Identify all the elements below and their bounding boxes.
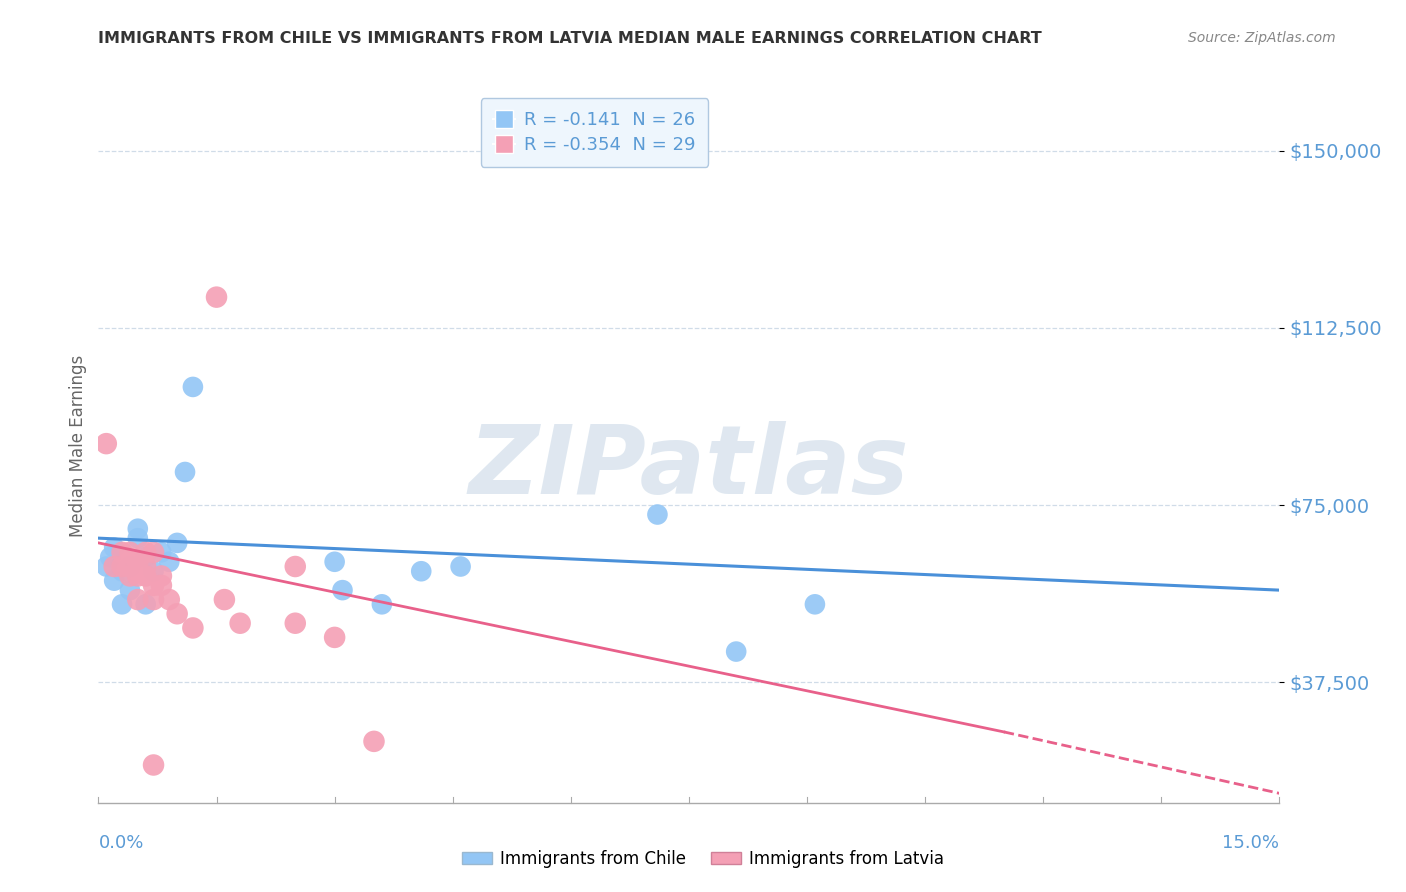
- Point: [142, 578, 165, 592]
- Point: [127, 569, 149, 583]
- Point: [127, 592, 149, 607]
- Point: [150, 545, 173, 559]
- Text: IMMIGRANTS FROM CHILE VS IMMIGRANTS FROM LATVIA MEDIAN MALE EARNINGS CORRELATION: IMMIGRANTS FROM CHILE VS IMMIGRANTS FROM…: [98, 31, 1042, 46]
- Point: [111, 564, 134, 578]
- Y-axis label: Median Male Earnings: Median Male Earnings: [69, 355, 87, 537]
- Point: [157, 555, 180, 569]
- Legend: Immigrants from Chile, Immigrants from Latvia: Immigrants from Chile, Immigrants from L…: [456, 844, 950, 875]
- Point: [142, 758, 165, 772]
- Point: [118, 583, 141, 598]
- Point: [166, 607, 188, 621]
- Text: 0.0%: 0.0%: [98, 834, 143, 852]
- Point: [111, 559, 134, 574]
- Point: [205, 290, 228, 304]
- Point: [103, 574, 125, 588]
- Point: [647, 508, 669, 522]
- Point: [411, 564, 433, 578]
- Point: [98, 550, 121, 565]
- Legend: R = -0.141  N = 26, R = -0.354  N = 29: R = -0.141 N = 26, R = -0.354 N = 29: [481, 98, 709, 167]
- Point: [118, 559, 141, 574]
- Point: [166, 536, 188, 550]
- Point: [135, 550, 157, 565]
- Point: [142, 545, 165, 559]
- Point: [127, 555, 149, 569]
- Point: [214, 592, 236, 607]
- Point: [111, 545, 134, 559]
- Text: 15.0%: 15.0%: [1222, 834, 1279, 852]
- Point: [135, 597, 157, 611]
- Point: [229, 616, 252, 631]
- Point: [103, 559, 125, 574]
- Point: [127, 531, 149, 545]
- Point: [157, 592, 180, 607]
- Point: [181, 380, 204, 394]
- Point: [363, 734, 385, 748]
- Point: [96, 559, 118, 574]
- Point: [725, 644, 748, 658]
- Point: [174, 465, 197, 479]
- Point: [142, 564, 165, 578]
- Point: [332, 583, 354, 598]
- Point: [96, 436, 118, 450]
- Point: [103, 541, 125, 555]
- Point: [450, 559, 472, 574]
- Point: [804, 597, 827, 611]
- Point: [150, 569, 173, 583]
- Point: [323, 631, 346, 645]
- Point: [135, 569, 157, 583]
- Point: [118, 545, 141, 559]
- Point: [323, 555, 346, 569]
- Text: ZIPatlas: ZIPatlas: [468, 421, 910, 514]
- Point: [135, 545, 157, 559]
- Point: [135, 559, 157, 574]
- Point: [142, 592, 165, 607]
- Point: [284, 616, 307, 631]
- Point: [181, 621, 204, 635]
- Point: [118, 559, 141, 574]
- Point: [284, 559, 307, 574]
- Point: [118, 569, 141, 583]
- Point: [127, 522, 149, 536]
- Point: [371, 597, 394, 611]
- Point: [150, 578, 173, 592]
- Point: [111, 597, 134, 611]
- Text: Source: ZipAtlas.com: Source: ZipAtlas.com: [1188, 31, 1336, 45]
